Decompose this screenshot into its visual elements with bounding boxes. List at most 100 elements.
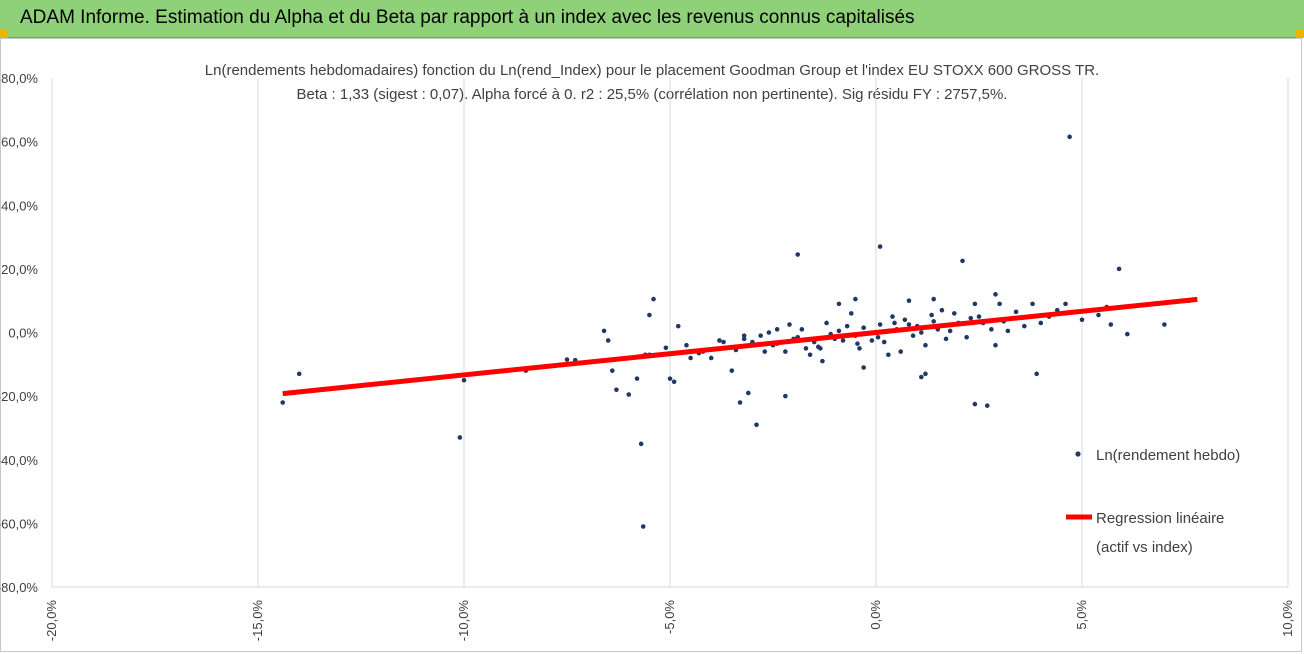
data-point — [1038, 320, 1044, 326]
data-point — [898, 349, 904, 354]
data-point — [795, 252, 801, 257]
data-point — [818, 346, 823, 351]
legend-label-scatter: Ln(rendement hebdo) — [1096, 447, 1240, 464]
data-point — [1030, 301, 1035, 307]
data-point — [614, 387, 619, 393]
data-point — [892, 320, 897, 326]
data-point — [634, 376, 640, 381]
chart-subtitle: Beta : 1,33 (sigest : 0,07). Alpha forcé… — [297, 86, 1008, 103]
y-tick-label: -20,0% — [0, 389, 38, 404]
data-point — [803, 346, 809, 351]
data-point — [923, 342, 928, 348]
data-point — [766, 330, 772, 335]
data-point — [626, 392, 632, 397]
data-point — [820, 358, 825, 364]
data-point — [919, 330, 924, 335]
data-point — [836, 328, 842, 334]
y-tick-label: -40,0% — [0, 453, 38, 468]
data-point — [939, 307, 945, 313]
data-point — [1013, 309, 1019, 315]
data-point — [964, 334, 969, 340]
data-point — [855, 341, 860, 346]
data-point — [1067, 134, 1072, 140]
data-point — [647, 312, 652, 318]
data-point — [951, 311, 957, 316]
data-point — [931, 296, 936, 302]
data-point — [640, 524, 646, 529]
data-point — [1034, 371, 1039, 377]
data-point — [1022, 323, 1027, 329]
data-point — [1005, 328, 1011, 334]
x-tick-label: 5,0% — [1074, 600, 1089, 630]
data-point — [861, 325, 866, 331]
data-point — [886, 352, 891, 358]
data-point — [601, 328, 607, 334]
data-point — [919, 374, 924, 380]
x-tick-label: 0,0% — [868, 600, 883, 630]
grid-lines — [51, 78, 1289, 588]
data-point — [984, 403, 990, 408]
data-point — [721, 339, 726, 345]
x-tick-label: -20,0% — [44, 600, 59, 642]
data-point — [758, 333, 763, 338]
data-point — [877, 322, 883, 327]
data-point — [989, 327, 994, 332]
y-tick-label: -60,0% — [0, 516, 38, 531]
report-header: ADAM Informe. Estimation du Alpha et du … — [0, 0, 1304, 38]
x-tick-label: -10,0% — [456, 600, 471, 642]
data-point — [783, 349, 788, 354]
data-point — [960, 258, 965, 264]
data-point — [890, 314, 895, 319]
data-point — [745, 390, 751, 396]
data-point — [943, 336, 949, 342]
y-axis: 80,0% 60,0% 40,0% 20,0% 0,0% -20,0% -40,0% -60,… — [0, 71, 38, 595]
data-point — [993, 342, 998, 348]
data-point — [824, 320, 829, 326]
data-point — [1125, 331, 1130, 337]
data-point — [754, 422, 759, 428]
data-point — [457, 435, 463, 440]
data-point — [1096, 312, 1101, 318]
y-tick-label: 40,0% — [1, 198, 38, 213]
scatter-series — [280, 134, 1192, 529]
data-point — [902, 317, 908, 323]
data-point — [931, 319, 936, 324]
data-point — [807, 352, 813, 358]
data-point — [997, 301, 1002, 307]
data-point — [564, 357, 570, 362]
y-tick-label: 80,0% — [1, 71, 38, 86]
data-point — [783, 393, 788, 399]
data-point — [708, 355, 714, 361]
data-point — [717, 338, 722, 343]
data-point — [1116, 266, 1122, 272]
corner-marker-top-left — [0, 30, 8, 38]
data-point — [799, 327, 805, 332]
data-point — [853, 296, 858, 302]
data-point — [906, 322, 912, 327]
data-point — [663, 345, 669, 351]
x-axis: -20,0% -15,0% -10,0% -5,0% 0,0% 5,0% 10,0% — [44, 600, 1295, 642]
data-point — [729, 368, 735, 373]
data-point — [993, 292, 998, 297]
data-point — [1108, 322, 1114, 327]
data-point — [857, 346, 862, 351]
data-point — [610, 368, 615, 373]
y-tick-label: 60,0% — [1, 135, 38, 150]
legend-marker-scatter — [1075, 451, 1081, 457]
data-point — [684, 342, 689, 348]
data-point — [787, 322, 792, 327]
data-point — [844, 323, 850, 329]
legend-label-regression-line2: (actif vs index) — [1096, 539, 1193, 556]
data-point — [972, 401, 978, 407]
x-tick-label: -5,0% — [662, 600, 677, 634]
data-point — [947, 328, 953, 334]
chart-frame — [0, 38, 1302, 652]
legend-label-regression-line1: Regression linéaire — [1096, 510, 1224, 527]
chart-title: Ln(rendements hebdomadaires) fonction du… — [205, 62, 1099, 79]
data-point — [1079, 317, 1085, 323]
data-point — [906, 298, 912, 303]
data-point — [1063, 301, 1068, 307]
data-point — [929, 312, 934, 318]
data-point — [280, 400, 286, 405]
data-point — [737, 400, 743, 405]
